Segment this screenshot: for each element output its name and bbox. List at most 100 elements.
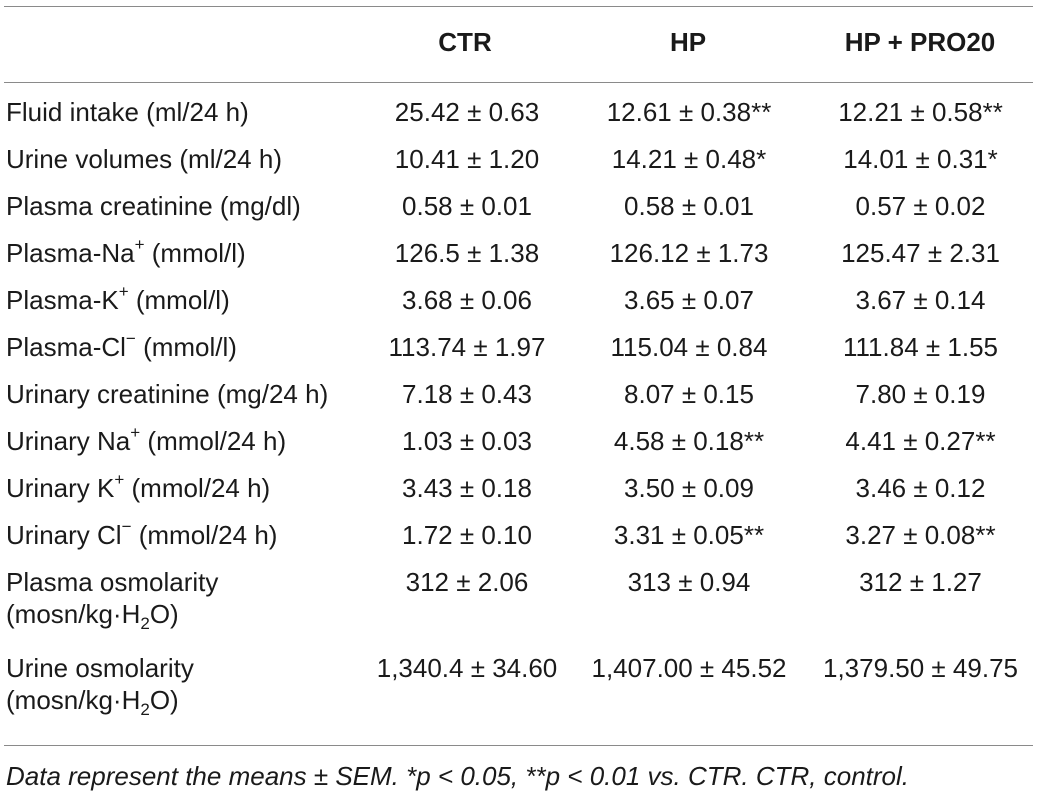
- row-label: Fluid intake (ml/24 h): [0, 83, 358, 143]
- ion-charge: +: [130, 423, 141, 443]
- value-cell: 313 ± 0.94: [627, 567, 751, 597]
- value-cell: 14.21 ± 0.48*: [611, 144, 767, 174]
- row-label-text: Urine volumes (ml/24 h): [6, 144, 282, 174]
- column-header-hp-pro20: HP + PRO20: [844, 27, 996, 57]
- column-header-hp: HP: [669, 27, 707, 57]
- table-row: Urinary Cl− (mmol/24 h) 1.72 ± 0.10 3.31 ±…: [0, 517, 1039, 566]
- unit-text: O): [149, 599, 179, 629]
- row-label-unit: (mmol/l): [135, 332, 237, 362]
- value-cell: 12.21 ± 0.58**: [838, 97, 1003, 127]
- table-row: Plasma-Na+ (mmol/l) 126.5 ± 1.38 126.12 ± …: [0, 235, 1039, 284]
- value-cell: 115.04 ± 0.84: [610, 332, 768, 362]
- table-row: Plasma-Cl− (mmol/l) 113.74 ± 1.97 115.04 ±…: [0, 329, 1039, 378]
- row-label-text: Fluid intake (ml/24 h): [6, 97, 249, 127]
- table-footnote: Data represent the means ± SEM. *p < 0.0…: [6, 761, 910, 791]
- unit-text: (mosn/kg·H: [6, 685, 141, 715]
- bottom-rule: [4, 745, 1033, 746]
- row-label: Urine volumes (ml/24 h): [0, 143, 358, 190]
- row-label-line2: (mosn/kg·H2O): [6, 598, 358, 634]
- value-cell: 4.41 ± 0.27**: [845, 426, 996, 456]
- value-cell: 3.31 ± 0.05**: [613, 520, 765, 550]
- table-row: Plasma creatinine (mg/dl) 0.58 ± 0.01 0.58…: [0, 190, 1039, 237]
- row-label-text: Urinary Cl: [6, 520, 122, 550]
- row-label: Urinary Cl− (mmol/24 h): [0, 517, 358, 566]
- value-cell: 7.18 ± 0.43: [402, 379, 532, 409]
- unit-subscript: 2: [140, 700, 150, 720]
- value-cell: 12.61 ± 0.38**: [606, 97, 772, 127]
- value-cell: 14.01 ± 0.31*: [843, 144, 998, 174]
- value-cell: 125.47 ± 2.31: [841, 238, 1000, 268]
- value-cell: 8.07 ± 0.15: [624, 379, 754, 409]
- table-row: Urinary creatinine (mg/24 h) 7.18 ± 0.43 8…: [0, 378, 1039, 425]
- value-cell: 312 ± 2.06: [405, 567, 529, 597]
- row-label: Plasma-K+ (mmol/l): [0, 282, 358, 331]
- row-label: Plasma-Na+ (mmol/l): [0, 235, 358, 284]
- unit-subscript: 2: [140, 614, 150, 634]
- value-cell: 3.46 ± 0.12: [855, 473, 986, 503]
- top-rule: [4, 6, 1033, 7]
- ion-charge: +: [118, 282, 129, 302]
- value-cell: 1.03 ± 0.03: [402, 426, 532, 456]
- value-cell: 1,407.00 ± 45.52: [591, 653, 787, 683]
- value-cell: 7.80 ± 0.19: [855, 379, 986, 409]
- table-row: Urine volumes (ml/24 h) 10.41 ± 1.20 14.21…: [0, 143, 1039, 190]
- value-cell: 4.58 ± 0.18**: [613, 426, 765, 456]
- row-label-text: Plasma-Na: [6, 238, 135, 268]
- ion-charge: −: [125, 329, 136, 349]
- row-label-line1: Plasma osmolarity: [6, 567, 219, 597]
- value-cell: 10.41 ± 1.20: [394, 144, 540, 174]
- row-label-text: Plasma-K: [6, 285, 119, 315]
- row-label-unit: (mmol/24 h): [131, 520, 278, 550]
- unit-text: (mosn/kg·H: [6, 599, 141, 629]
- data-table: Fluid intake (ml/24 h) 25.42 ± 0.63 12.61 …: [0, 83, 1039, 738]
- row-label-text: Plasma-Cl: [6, 332, 126, 362]
- value-cell: 1,340.4 ± 34.60: [376, 653, 558, 683]
- table-row: Plasma osmolarity (mosn/kg·H2O) 312 ± 2.06…: [0, 566, 1039, 652]
- row-label-unit: (mmol/l): [128, 285, 230, 315]
- header-rule: [4, 82, 1033, 83]
- row-label-text: Urinary creatinine (mg/24 h): [6, 379, 329, 409]
- row-label: Urinary Na+ (mmol/24 h): [0, 423, 358, 472]
- value-cell: 3.67 ± 0.14: [855, 285, 986, 315]
- row-label-unit: (mmol/24 h): [124, 473, 271, 503]
- value-cell: 0.58 ± 0.01: [402, 191, 532, 221]
- row-label: Urinary K+ (mmol/24 h): [0, 470, 358, 519]
- value-cell: 3.50 ± 0.09: [624, 473, 754, 503]
- value-cell: 312 ± 1.27: [859, 567, 982, 597]
- row-label: Plasma-Cl− (mmol/l): [0, 329, 358, 378]
- table-row: Urinary Na+ (mmol/24 h) 1.03 ± 0.03 4.58 ±…: [0, 423, 1039, 472]
- table-header: CTR HP HP + PRO20: [0, 22, 1039, 62]
- ion-charge: +: [114, 470, 125, 490]
- table-body: Fluid intake (ml/24 h) 25.42 ± 0.63 12.61 …: [0, 83, 1039, 738]
- value-cell: 0.57 ± 0.02: [855, 191, 986, 221]
- table-row: Urinary K+ (mmol/24 h) 3.43 ± 0.18 3.50 ± …: [0, 470, 1039, 519]
- table-row: Fluid intake (ml/24 h) 25.42 ± 0.63 12.61 …: [0, 83, 1039, 143]
- value-cell: 3.43 ± 0.18: [402, 473, 532, 503]
- row-label: Plasma osmolarity (mosn/kg·H2O): [0, 566, 358, 652]
- value-cell: 25.42 ± 0.63: [394, 97, 540, 127]
- row-label-unit: (mmol/l): [144, 238, 246, 268]
- value-cell: 3.68 ± 0.06: [402, 285, 532, 315]
- row-label: Urinary creatinine (mg/24 h): [0, 378, 358, 425]
- row-label: Urine osmolarity (mosn/kg·H2O): [0, 652, 358, 738]
- row-label-text: Urinary Na: [6, 426, 131, 456]
- value-cell: 3.27 ± 0.08**: [845, 520, 996, 550]
- value-cell: 126.12 ± 1.73: [609, 238, 769, 268]
- value-cell: 126.5 ± 1.38: [394, 238, 540, 268]
- unit-text: O): [149, 685, 179, 715]
- value-cell: 1,379.50 ± 49.75: [823, 653, 1018, 683]
- value-cell: 1.72 ± 0.10: [402, 520, 532, 550]
- value-cell: 3.65 ± 0.07: [624, 285, 754, 315]
- value-cell: 111.84 ± 1.55: [843, 332, 998, 362]
- row-label-line1: Urine osmolarity: [6, 653, 194, 683]
- row-label-text: Plasma creatinine (mg/dl): [6, 191, 301, 221]
- row-label-line2: (mosn/kg·H2O): [6, 684, 358, 720]
- column-header-ctr: CTR: [438, 27, 492, 57]
- ion-charge: +: [134, 235, 145, 255]
- row-label-text: Urinary K: [6, 473, 115, 503]
- row-label-unit: (mmol/24 h): [140, 426, 287, 456]
- ion-charge: −: [121, 517, 132, 537]
- row-label: Plasma creatinine (mg/dl): [0, 190, 358, 237]
- table-row: Urine osmolarity (mosn/kg·H2O) 1,340.4 ± 3…: [0, 652, 1039, 738]
